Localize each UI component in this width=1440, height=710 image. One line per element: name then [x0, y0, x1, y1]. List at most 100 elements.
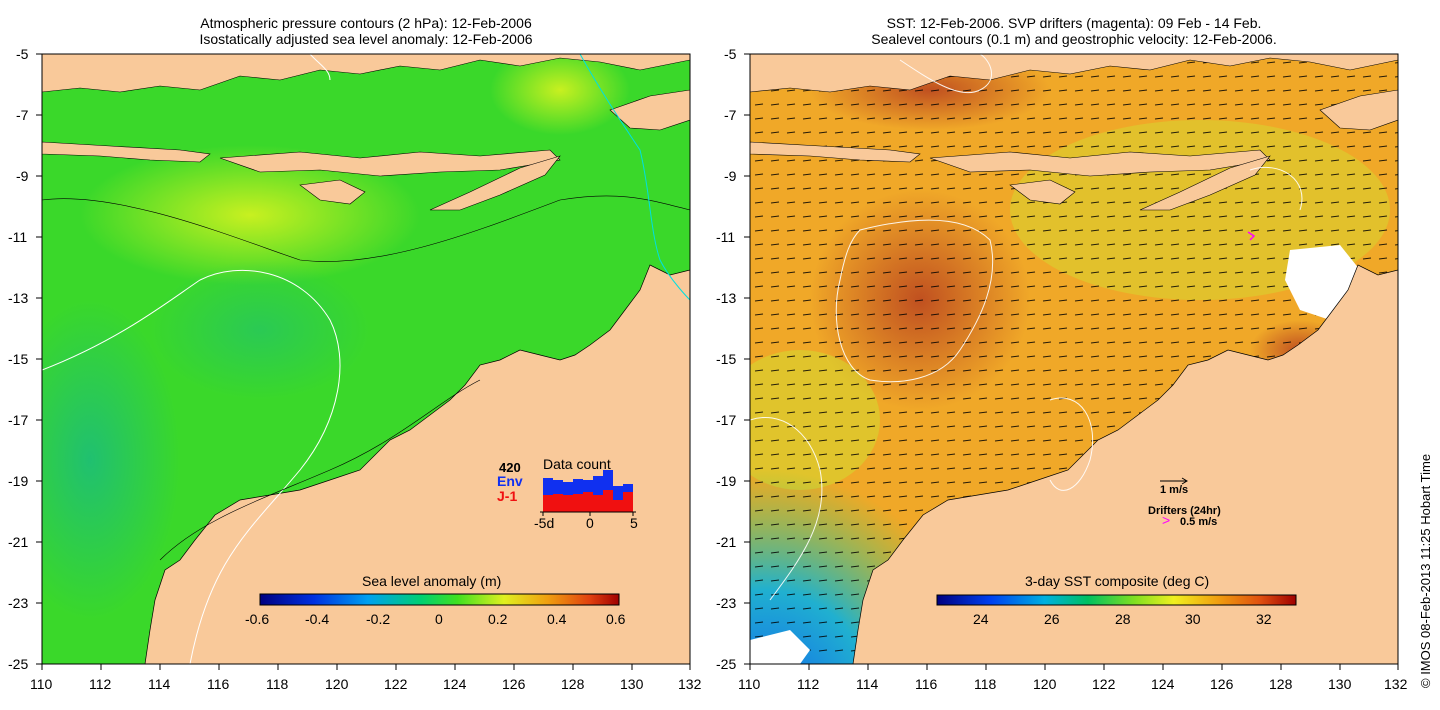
right-title-line1: SST: 12-Feb-2006. SVP drifters (magenta)… — [886, 15, 1262, 31]
right-x-tick: 126 — [1210, 676, 1234, 692]
right-y-tick: -11 — [716, 229, 736, 245]
right-land-islands — [929, 149, 1271, 177]
data-count-bar — [613, 486, 623, 512]
data-count-bar — [583, 492, 593, 512]
left-y-tick: -19 — [8, 473, 29, 489]
data-count-title: Data count — [543, 456, 611, 472]
right-y-tick: -5 — [724, 46, 737, 62]
sla-colorbar-tick: 0.2 — [488, 611, 508, 627]
sla-low-region-2 — [150, 260, 370, 400]
right-y-tick: -9 — [724, 168, 737, 184]
data-count-histogram — [540, 470, 636, 516]
left-land-timor — [429, 155, 561, 211]
left-y-tick: -17 — [8, 412, 29, 428]
data-count-bar — [573, 494, 583, 512]
left-land-islands — [219, 149, 561, 177]
left-title-line1: Atmospheric pressure contours (2 hPa): 1… — [200, 15, 532, 31]
left-axis-ticks — [36, 53, 691, 670]
data-count-j1-label: J-1 — [497, 488, 518, 504]
sealevel-contour-3 — [899, 54, 1303, 211]
data-count-bar — [623, 492, 633, 512]
right-map — [750, 54, 1398, 664]
left-land-east — [609, 89, 690, 131]
drifter-legend-label: Drifters (24hr) — [1148, 505, 1221, 517]
left-x-tick: 112 — [89, 676, 112, 692]
right-land-java — [750, 141, 921, 163]
sla-colorbar-tick: 0.4 — [547, 611, 567, 627]
right-y-tick: -13 — [716, 290, 737, 306]
right-x-tick: 112 — [797, 676, 820, 692]
left-x-tick: 132 — [678, 676, 702, 692]
drifter-track — [1247, 231, 1256, 241]
credit-text: © IMOS 08-Feb-2013 11:25 Hobart Time — [1418, 453, 1433, 688]
left-y-tick: -5 — [16, 46, 29, 62]
data-count-bar — [613, 500, 623, 512]
sla-colorbar-title: Sea level anomaly (m) — [362, 573, 502, 589]
data-count-xtick: -5d — [534, 515, 555, 531]
right-x-tick: 132 — [1384, 676, 1408, 692]
drifter-symbol: > — [1162, 512, 1171, 528]
right-x-tick: 124 — [1151, 676, 1175, 692]
sla-low-region — [42, 300, 180, 620]
right-x-tick: 128 — [1269, 676, 1293, 692]
left-y-tick: -13 — [8, 290, 29, 306]
right-y-tick: -25 — [716, 656, 737, 672]
left-y-tick: -9 — [16, 168, 29, 184]
right-y-tick: -19 — [716, 473, 737, 489]
sla-colorbar-tick: -0.6 — [245, 611, 270, 627]
left-x-tick: 126 — [502, 676, 526, 692]
left-y-tick: -7 — [16, 107, 29, 123]
right-x-tick: 116 — [915, 676, 938, 692]
left-y-tick: -15 — [8, 351, 29, 367]
right-y-tick: -15 — [716, 351, 737, 367]
sst-colorbar — [936, 594, 1297, 606]
right-y-tick: -17 — [716, 412, 737, 428]
data-count-bar — [543, 495, 553, 512]
right-land-sumba — [1009, 179, 1076, 205]
data-count-xtick: 5 — [630, 515, 638, 531]
right-y-tick: -23 — [716, 595, 737, 611]
data-count-bar — [593, 476, 603, 512]
right-land-australia — [852, 264, 1398, 664]
pressure-contour-2 — [309, 54, 331, 81]
right-land-north — [750, 54, 1398, 93]
left-y-tick: -23 — [8, 595, 29, 611]
sst-colorbar-title: 3-day SST composite (deg C) — [1025, 573, 1210, 589]
data-count-bar — [553, 494, 563, 512]
velocity-legend-arrow — [1160, 477, 1188, 485]
right-x-tick: 118 — [974, 676, 997, 692]
data-count-xtick: 0 — [586, 515, 594, 531]
left-y-tick: -21 — [8, 534, 29, 550]
sealevel-contour — [835, 219, 994, 383]
data-count-bar — [593, 495, 603, 512]
sla-colorbar-tick: 0.6 — [606, 611, 626, 627]
data-count-max: 420 — [499, 460, 521, 475]
right-x-tick: 120 — [1033, 676, 1057, 692]
sst-colorbar-tick: 26 — [1044, 611, 1060, 627]
cyan-contour — [579, 54, 690, 301]
right-land-east — [1319, 89, 1398, 131]
right-x-tick: 110 — [738, 676, 761, 692]
sealevel-contour-2 — [750, 397, 1094, 601]
left-x-tick: 114 — [148, 676, 171, 692]
left-x-tick: 120 — [325, 676, 349, 692]
right-x-tick: 130 — [1328, 676, 1352, 692]
velocity-legend-label: 1 m/s — [1160, 484, 1189, 496]
sla-colorbar-tick: -0.2 — [366, 611, 391, 627]
sla-colorbar-tick: -0.4 — [305, 611, 330, 627]
left-land-north — [42, 54, 690, 93]
left-x-tick: 118 — [266, 676, 289, 692]
data-count-bar — [603, 490, 613, 512]
drifter-speed-label: 0.5 m/s — [1180, 516, 1218, 528]
left-y-tick: -11 — [8, 229, 28, 245]
left-x-tick: 116 — [207, 676, 230, 692]
left-title-line2: Isostatically adjusted sea level anomaly… — [199, 31, 533, 47]
coastline-200m — [42, 195, 690, 561]
sla-colorbar-tick: 0 — [435, 611, 443, 627]
sst-colorbar-tick: 32 — [1256, 611, 1272, 627]
right-x-tick: 114 — [856, 676, 879, 692]
right-y-tick: -7 — [724, 107, 737, 123]
left-map — [42, 54, 690, 664]
right-land-timor — [1139, 155, 1271, 211]
